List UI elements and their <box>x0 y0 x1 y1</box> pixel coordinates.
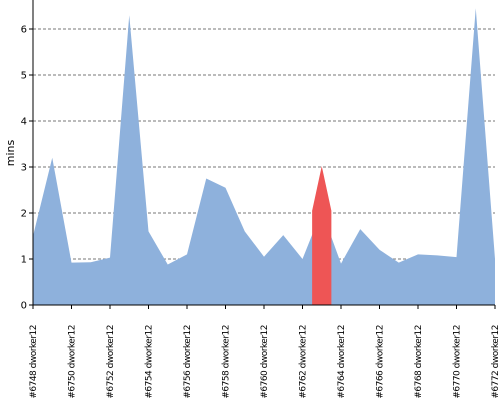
x-tick-label: #6770 dworker12 <box>453 325 463 399</box>
x-tick-label: #6750 dworker12 <box>68 325 78 399</box>
x-tick-label: #6766 dworker12 <box>376 325 386 399</box>
highlighted-run <box>312 166 332 305</box>
highlight-layer <box>312 166 332 305</box>
y-tick-label: 6 <box>21 25 27 36</box>
x-tick-label: #6754 dworker12 <box>145 325 155 399</box>
x-tick-label: #6758 dworker12 <box>222 325 232 399</box>
y-tick-label: 3 <box>21 163 27 174</box>
x-tick-label: #6762 dworker12 <box>299 325 309 399</box>
series-area-fill <box>33 8 495 306</box>
x-tick-label: #6756 dworker12 <box>183 325 193 399</box>
y-tick-label: 1 <box>21 255 27 266</box>
y-axis-title: mins <box>4 139 17 166</box>
x-tick-label: #6764 dworker12 <box>337 325 347 399</box>
x-tick-label: #6752 dworker12 <box>106 325 116 399</box>
x-tick-label: #6768 dworker12 <box>414 325 424 399</box>
y-tick-label: 2 <box>21 209 27 220</box>
series-area <box>32 8 496 306</box>
x-ticks: #6748 dworker12 #6750 dworker12 #6752 dwor… <box>29 305 500 399</box>
y-tick-label: 4 <box>21 117 27 128</box>
gridlines <box>33 28 495 260</box>
y-tick-label: 0 <box>21 301 27 312</box>
y-ticks: 0 1 2 3 4 5 6 <box>21 25 33 312</box>
x-tick-label: #6748 dworker12 <box>29 325 39 399</box>
x-tick-label: #6760 dworker12 <box>260 325 270 399</box>
x-tick-label: #6772 dworker12 <box>491 325 500 399</box>
y-tick-label: 5 <box>21 71 27 82</box>
